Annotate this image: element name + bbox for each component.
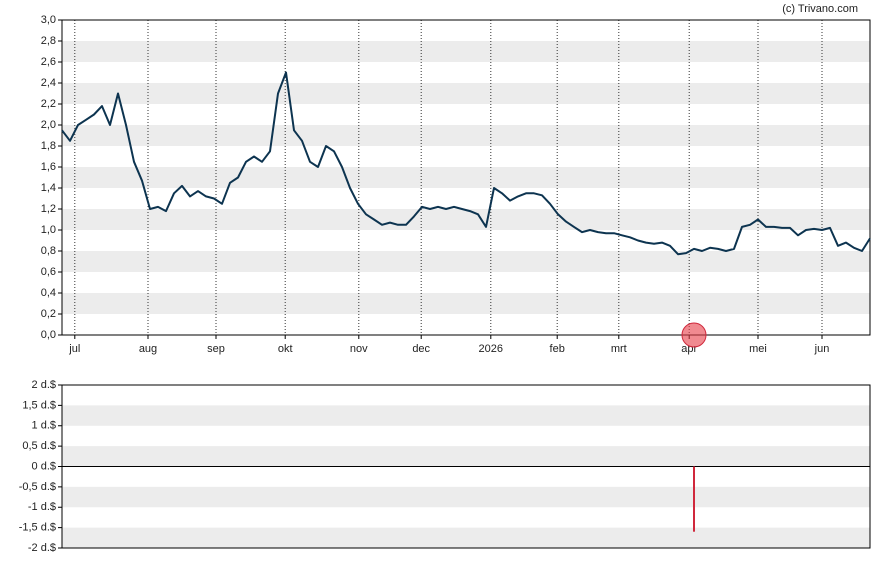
y-tick-label: 0,0 [41,329,56,341]
y-tick-label: 1,5 d.$ [22,399,56,411]
x-tick-label: sep [207,343,225,355]
y-tick-label: 1,4 [41,182,56,194]
x-tick-label: okt [278,343,293,355]
band [62,125,870,146]
band [62,41,870,62]
y-tick-label: 2,2 [41,98,56,110]
band [62,209,870,230]
y-tick-label: 1,8 [41,140,56,152]
x-tick-label: jun [814,343,830,355]
x-tick-label: 2026 [479,343,503,355]
y-tick-label: 0,2 [41,308,56,320]
y-tick-label: 1,6 [41,161,56,173]
y-tick-label: 0,8 [41,245,56,257]
x-tick-label: nov [350,343,368,355]
y-tick-label: 2,8 [41,35,56,47]
band [62,527,870,548]
band [62,83,870,104]
price-line [61,71,871,256]
plot-frame [61,384,871,549]
x-tick-label: aug [139,343,157,355]
y-tick-label: 0,4 [41,287,56,299]
y-tick-label: 3,0 [41,14,56,26]
y-tick-label: 2,4 [41,77,56,89]
x-tick-label: mrt [611,343,627,355]
y-tick-label: -0,5 d.$ [19,481,56,493]
y-tick-label: -2 d.$ [28,542,56,554]
y-tick-label: 0 d.$ [32,460,56,472]
band [62,405,870,426]
y-tick-label: -1 d.$ [28,501,56,513]
copyright: (c) Trivano.com [782,3,858,15]
y-tick-label: 1 d.$ [32,420,56,432]
y-tick-label: 1,0 [41,224,56,236]
x-tick-label: feb [550,343,565,355]
x-tick-label: jul [68,343,80,355]
bar [693,466,695,532]
y-tick-label: 0,6 [41,266,56,278]
y-tick-label: 0,5 d.$ [22,440,56,452]
x-tick-label: mei [749,343,767,355]
y-tick-label: 1,2 [41,203,56,215]
y-tick-label: 2,6 [41,56,56,68]
band [62,486,870,508]
y-tick-label: 2 d.$ [32,379,56,391]
band [62,293,870,314]
y-tick-label: -1,5 d.$ [19,522,56,534]
plot-frame [61,19,871,336]
band [62,251,870,272]
y-tick-label: 2,0 [41,119,56,131]
x-tick-label: dec [412,343,430,355]
event-marker [681,322,707,348]
band [62,167,870,188]
band [62,446,870,467]
